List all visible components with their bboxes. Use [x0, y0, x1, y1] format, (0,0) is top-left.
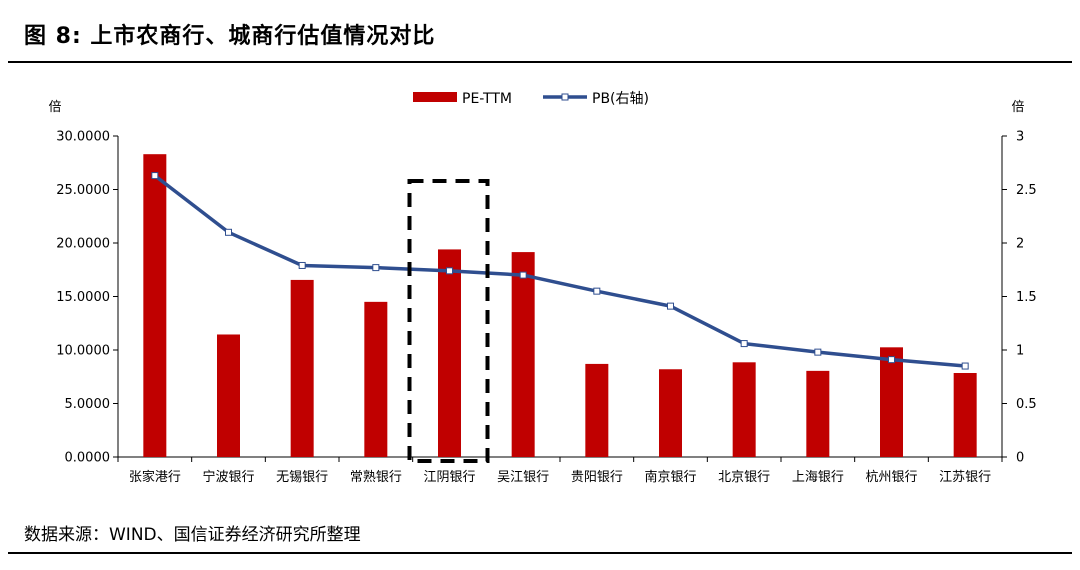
- pb-point: [593, 287, 601, 295]
- pb-point: [446, 267, 453, 275]
- right-tick-label: 1.5: [1016, 290, 1037, 305]
- pb-point: [667, 302, 674, 310]
- pb-point: [888, 356, 895, 364]
- pb-point: [151, 172, 159, 180]
- pb-point: [740, 340, 748, 348]
- x-category-label: 张家港行: [129, 469, 181, 485]
- x-category-label: 北京银行: [718, 470, 770, 485]
- right-axis-label: 倍: [1011, 100, 1024, 115]
- right-tick-label: 0: [1016, 451, 1024, 466]
- right-tick-label: 1: [1016, 344, 1024, 359]
- right-tick-label: 2.5: [1016, 183, 1037, 198]
- pb-point: [814, 348, 822, 356]
- right-tick-label: 3: [1016, 130, 1024, 145]
- x-category-label: 贵阳银行: [571, 470, 623, 485]
- pe-bar: [806, 370, 830, 457]
- chart: 0.0000 5.0000 10.0000 15.0000 20.0000 25.0000…: [48, 91, 1037, 485]
- pe-bar: [217, 334, 240, 457]
- left-tick-label: 15.0000: [56, 290, 110, 305]
- x-category-label: 无锡银行: [276, 470, 328, 485]
- pe-bar: [364, 301, 388, 457]
- left-axis-label: 倍: [48, 100, 61, 115]
- bottom-rule: [8, 552, 1072, 554]
- highlight-box: [407, 179, 490, 463]
- pe-bar: [732, 362, 756, 457]
- pe-bar: [585, 363, 609, 457]
- left-tick-label: 0.0000: [65, 451, 111, 466]
- x-category-label: 杭州银行: [865, 470, 917, 485]
- legend-bar-swatch: [413, 92, 457, 102]
- x-category-label: 江苏银行: [939, 469, 991, 485]
- pe-bar: [438, 249, 461, 457]
- figure-title-bar: 图 8: 上市农商行、城商行估值情况对比: [0, 0, 1080, 62]
- legend-line-label: PB(右轴): [592, 91, 649, 107]
- x-category-label: 宁波银行: [202, 469, 254, 485]
- left-tick-label: 25.0000: [56, 183, 110, 198]
- left-tick-label: 30.0000: [56, 130, 110, 145]
- pb-point: [225, 228, 232, 236]
- pe-bar: [953, 373, 977, 457]
- source-note: 数据来源：WIND、国信证券经济研究所整理: [24, 525, 361, 545]
- pe-bar: [880, 347, 903, 457]
- left-tick-label: 20.0000: [56, 237, 110, 252]
- legend-bar-label: PE-TTM: [462, 91, 512, 107]
- pb-point: [298, 261, 306, 269]
- pe-bar: [143, 154, 167, 457]
- pb-line: [153, 174, 966, 368]
- pb-point: [519, 271, 527, 279]
- right-tick-label: 0.5: [1016, 397, 1037, 412]
- legend-line-marker: [561, 93, 569, 101]
- x-category-label: 江阴银行: [423, 470, 475, 485]
- x-category-label: 常熟银行: [350, 469, 402, 485]
- x-category-label: 上海银行: [792, 470, 844, 485]
- figure-title: 图 8: 上市农商行、城商行估值情况对比: [24, 24, 436, 49]
- title-rule: [8, 61, 1072, 63]
- pe-bar: [290, 279, 314, 457]
- left-tick-label: 10.0000: [56, 344, 110, 359]
- x-category-label: 吴江银行: [497, 470, 549, 485]
- right-tick-label: 2: [1016, 237, 1024, 252]
- x-category-label: 南京银行: [644, 469, 696, 485]
- pb-point: [372, 264, 380, 272]
- left-tick-label: 5.0000: [65, 397, 111, 412]
- pe-bar: [511, 252, 535, 457]
- pe-bar: [659, 369, 682, 457]
- pb-point: [961, 362, 969, 370]
